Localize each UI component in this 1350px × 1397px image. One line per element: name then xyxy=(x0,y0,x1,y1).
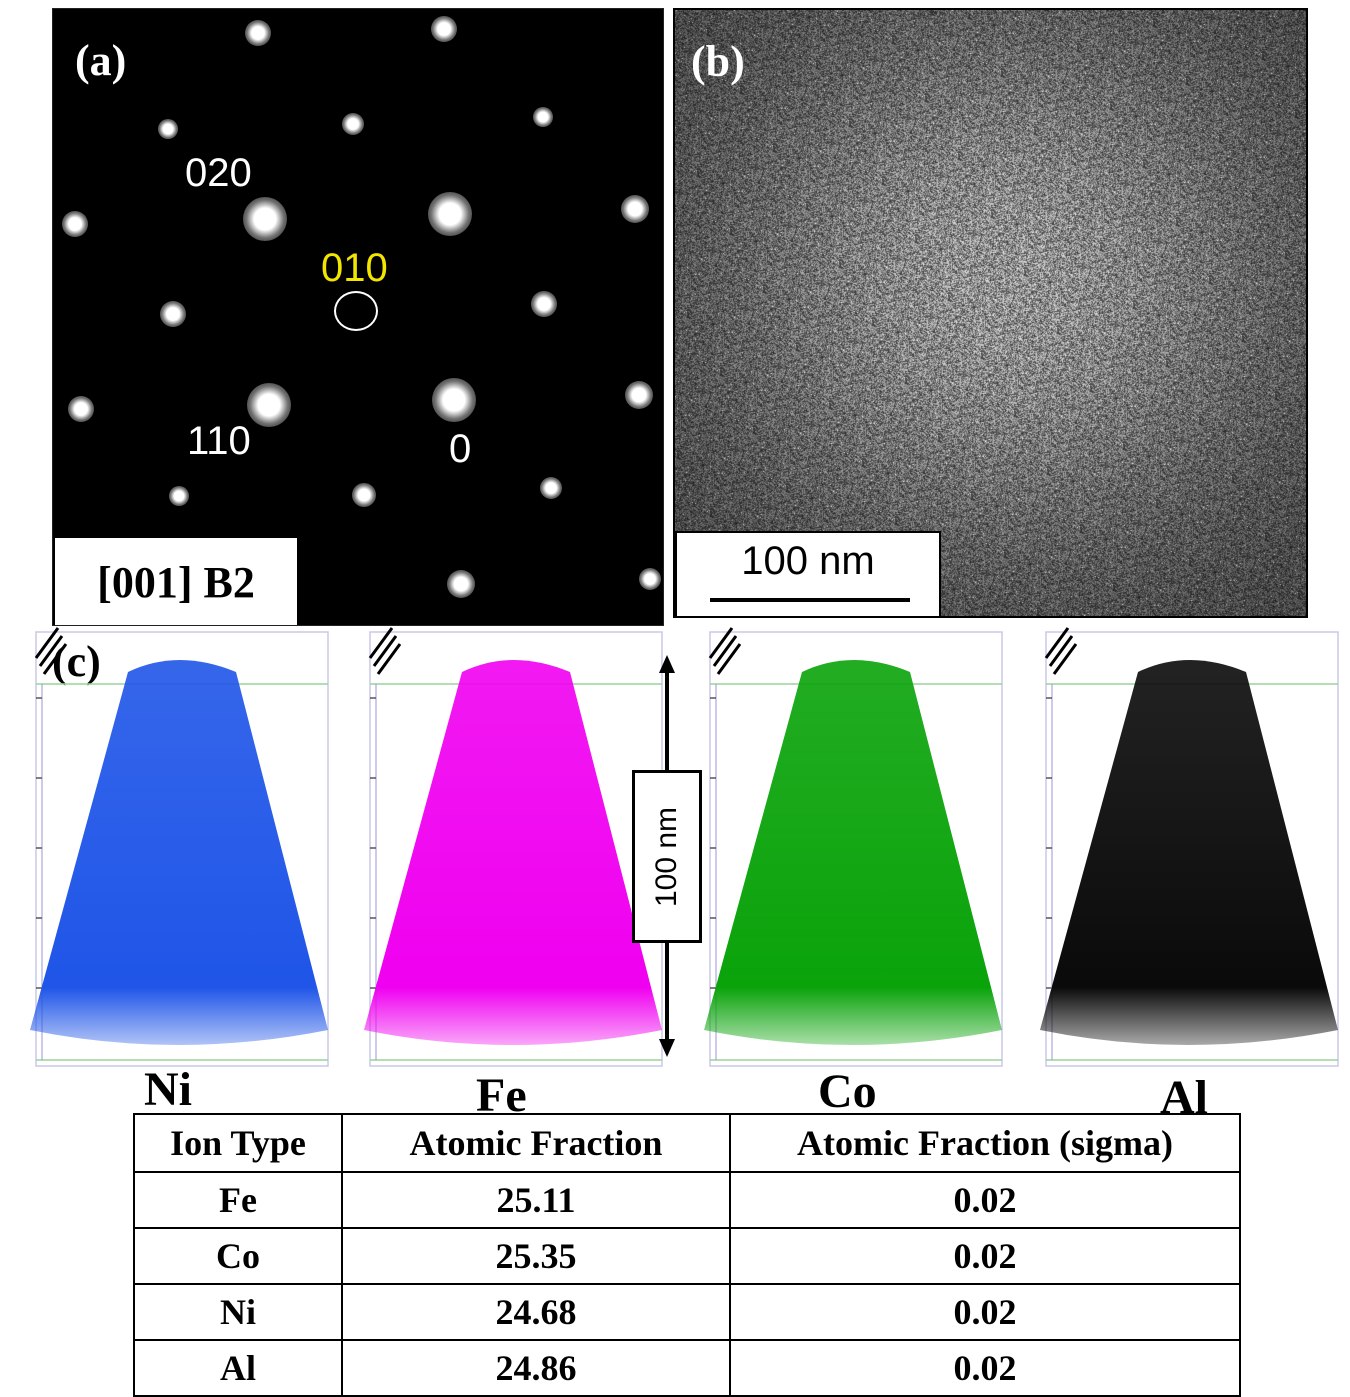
zone-axis-label: [001] B2 xyxy=(53,536,299,625)
scale-bar-b-line xyxy=(710,598,910,602)
index-0-label: 0 xyxy=(449,427,472,471)
dark-field-image xyxy=(675,10,1306,616)
table-row: Co 25.35 0.02 xyxy=(133,1227,1241,1285)
diffraction-spot xyxy=(432,378,476,422)
index-020-label: 020 xyxy=(185,151,252,195)
scale-bar-b: 100 nm xyxy=(675,531,941,616)
element-label-co: Co xyxy=(818,1065,877,1118)
apt-reconstruction-ni xyxy=(30,627,329,1067)
apt-map-ni xyxy=(30,627,329,1068)
diffraction-spot xyxy=(639,568,661,590)
diffraction-spot xyxy=(621,195,649,223)
column-header: Ion Type xyxy=(133,1113,343,1173)
index-110-label: 110 xyxy=(187,419,251,463)
ion-type-cell: Al xyxy=(133,1339,343,1397)
dark-field-image-panel: (b) 100 nm xyxy=(673,8,1308,618)
diffraction-spot xyxy=(625,381,653,409)
panel-c-label: (c) xyxy=(52,637,101,686)
diffraction-spot xyxy=(158,119,178,139)
diffraction-spot xyxy=(169,486,189,506)
diffraction-spot xyxy=(447,570,475,598)
diffraction-spot xyxy=(428,192,472,236)
ion-type-cell: Fe xyxy=(133,1171,343,1229)
atomic-fraction-cell: 24.86 xyxy=(341,1339,731,1397)
ion-type-cell: Co xyxy=(133,1227,343,1285)
apt-map-co xyxy=(704,627,1003,1068)
diffraction-spot xyxy=(352,483,376,507)
scale-bar-c: 100 nm xyxy=(632,655,702,1057)
column-header: Atomic Fraction (sigma) xyxy=(729,1113,1241,1173)
diffraction-spot xyxy=(245,20,271,46)
superlattice-spot-circle xyxy=(334,291,378,331)
scale-bar-b-text: 100 nm xyxy=(741,539,875,583)
sigma-cell: 0.02 xyxy=(729,1171,1241,1229)
sigma-cell: 0.02 xyxy=(729,1227,1241,1285)
diffraction-spot xyxy=(247,383,291,427)
diffraction-spot xyxy=(533,107,553,127)
panel-b-label: (b) xyxy=(691,37,745,86)
table-row: Fe 25.11 0.02 xyxy=(133,1171,1241,1229)
atomic-fraction-cell: 25.11 xyxy=(341,1171,731,1229)
atomic-fraction-cell: 25.35 xyxy=(341,1227,731,1285)
apt-map-al xyxy=(1040,627,1339,1068)
sigma-cell: 0.02 xyxy=(729,1339,1241,1397)
index-010-label: 010 xyxy=(321,246,388,290)
ion-type-cell: Ni xyxy=(133,1283,343,1341)
diffraction-spot xyxy=(531,291,557,317)
apt-reconstruction-co xyxy=(704,627,1003,1067)
table-header-row: Ion Type Atomic Fraction Atomic Fraction… xyxy=(133,1113,1241,1173)
diffraction-pattern-panel: (a) 020 010 110 0 [001] B2 xyxy=(52,8,664,626)
apt-reconstruction-fe xyxy=(364,627,663,1067)
column-header: Atomic Fraction xyxy=(341,1113,731,1173)
scale-bar-c-box: 100 nm xyxy=(632,770,702,943)
apt-map-fe xyxy=(364,627,663,1068)
panel-a-label: (a) xyxy=(75,36,127,85)
diffraction-spot xyxy=(431,16,457,42)
diffraction-spot xyxy=(342,113,364,135)
apt-reconstruction-al xyxy=(1040,627,1339,1067)
diffraction-spot xyxy=(68,396,94,422)
diffraction-spot xyxy=(160,301,186,327)
table-row: Al 24.86 0.02 xyxy=(133,1339,1241,1397)
element-label-ni: Ni xyxy=(144,1063,192,1116)
table-row: Ni 24.68 0.02 xyxy=(133,1283,1241,1341)
diffraction-spot xyxy=(243,197,287,241)
composition-table: Ion Type Atomic Fraction Atomic Fraction… xyxy=(133,1113,1241,1397)
diffraction-spot xyxy=(540,477,562,499)
atomic-fraction-cell: 24.68 xyxy=(341,1283,731,1341)
diffraction-spot xyxy=(62,211,88,237)
sigma-cell: 0.02 xyxy=(729,1283,1241,1341)
scale-bar-c-text: 100 nm xyxy=(650,806,683,907)
